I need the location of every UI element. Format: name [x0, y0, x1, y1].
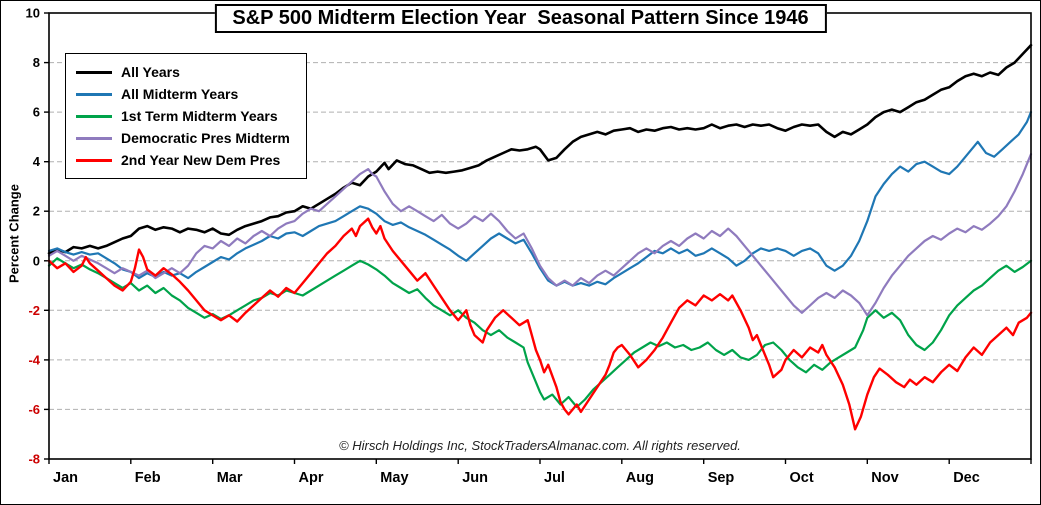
svg-text:Jan: Jan: [53, 470, 78, 486]
x-axis-tick-labels: Jan Feb Mar Apr May Jun Jul Aug Sep Oct Nov Dec: [48, 459, 1032, 486]
svg-text:6: 6: [33, 105, 40, 120]
y-axis-title: Percent Change: [6, 184, 22, 283]
series-line-2: [47, 257, 1033, 409]
svg-text:Jun: Jun: [462, 470, 488, 486]
series-lines: [47, 43, 1033, 431]
copyright-note: © Hirsch Holdings Inc, StockTradersAlman…: [339, 438, 741, 453]
legend-label: All Years: [121, 64, 180, 80]
series-line-4: [47, 217, 1033, 431]
legend-item: 2nd Year New Dem Pres: [76, 149, 290, 171]
svg-text:May: May: [380, 470, 408, 486]
legend-item: All Midterm Years: [76, 83, 290, 105]
legend-label: Democratic Pres Midterm: [121, 130, 290, 146]
svg-text:Dec: Dec: [953, 470, 980, 486]
legend-label: 2nd Year New Dem Pres: [121, 152, 281, 168]
legend-item: Democratic Pres Midterm: [76, 127, 290, 149]
svg-text:Jul: Jul: [544, 470, 565, 486]
legend-swatch: [76, 92, 112, 96]
legend-item: 1st Term Midterm Years: [76, 105, 290, 127]
legend-swatch: [76, 70, 112, 74]
legend-swatch: [76, 158, 112, 162]
svg-text:0: 0: [33, 253, 40, 268]
svg-text:-4: -4: [28, 352, 40, 367]
svg-text:Mar: Mar: [217, 470, 243, 486]
legend-swatch: [76, 136, 112, 140]
svg-text:10: 10: [26, 6, 40, 21]
series-line-1: [47, 110, 1033, 287]
svg-text:-8: -8: [28, 452, 40, 467]
legend-label: All Midterm Years: [121, 86, 239, 102]
svg-text:Apr: Apr: [299, 470, 324, 486]
svg-text:Sep: Sep: [708, 470, 735, 486]
svg-text:-6: -6: [28, 402, 40, 417]
chart-title: S&P 500 Midterm Election Year Seasonal P…: [214, 4, 827, 33]
svg-text:Feb: Feb: [135, 470, 161, 486]
svg-text:8: 8: [33, 55, 40, 70]
y-axis-tick-labels: -8 -6 -4 -2 0 2 4 6 8 10: [26, 6, 49, 467]
series-line-3: [47, 153, 1033, 317]
svg-text:-2: -2: [28, 303, 40, 318]
svg-text:2: 2: [33, 204, 40, 219]
svg-text:Oct: Oct: [790, 470, 814, 486]
legend: All Years All Midterm Years 1st Term Midte…: [65, 53, 307, 179]
legend-label: 1st Term Midterm Years: [121, 108, 278, 124]
series-line-0: [47, 43, 1033, 255]
svg-text:Nov: Nov: [871, 470, 898, 486]
svg-text:4: 4: [33, 154, 41, 169]
legend-swatch: [76, 114, 112, 118]
legend-item: All Years: [76, 61, 290, 83]
svg-text:Aug: Aug: [626, 470, 654, 486]
